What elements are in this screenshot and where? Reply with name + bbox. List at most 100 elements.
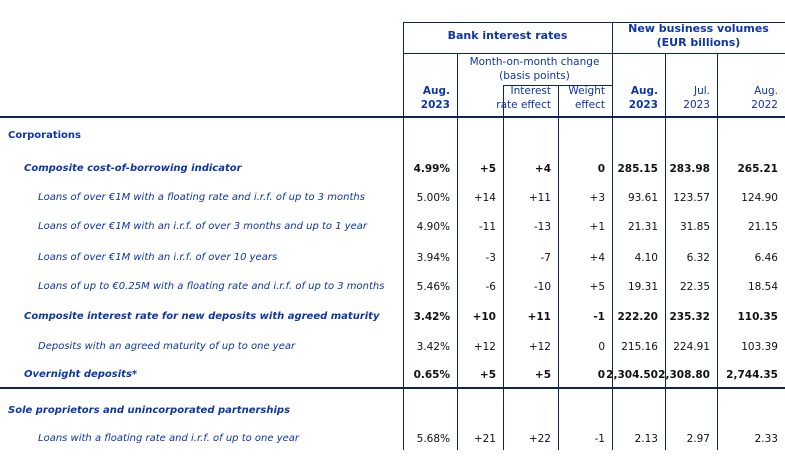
table-border-heavy-under-column-headers — [0, 116, 785, 118]
cell-value: 93.61 — [627, 192, 658, 204]
table-row: Loans of over €1M with an i.r.f. of over… — [0, 251, 785, 265]
column-header-line1: Aug. — [630, 85, 658, 97]
cell-value: 103.39 — [741, 341, 778, 353]
bank-interest-rates-header: Bank interest rates — [447, 29, 568, 42]
cell-value: 31.85 — [679, 221, 710, 233]
table-border-under-group-headers — [403, 53, 785, 54]
table-border-v7 — [717, 53, 718, 450]
cell-value: +3 — [589, 192, 605, 204]
cell-value: +4 — [534, 163, 551, 175]
cell-value: +5 — [534, 369, 551, 381]
cell-value: +10 — [472, 311, 496, 323]
row-label: Loans of up to €0.25M with a floating ra… — [38, 281, 385, 292]
new-business-volumes-header: New business volumes (EUR billions) — [612, 22, 785, 50]
cell-value: -11 — [478, 221, 496, 233]
cell-value: +4 — [589, 252, 605, 264]
cell-value: 4.10 — [634, 252, 658, 264]
cell-value: +5 — [479, 163, 496, 175]
table-row: Corporations — [0, 129, 785, 143]
column-header-rates-aug-2023: Aug. 2023 — [370, 84, 450, 112]
cell-value: -6 — [485, 281, 496, 293]
cell-value: -7 — [540, 252, 551, 264]
table-border-heavy-section-divider — [0, 387, 785, 389]
column-header-volumes-aug-2022: Aug. 2022 — [698, 84, 778, 112]
cell-value: -1 — [593, 311, 605, 323]
cell-value: 110.35 — [737, 311, 778, 323]
table-border-under-mom-header — [503, 85, 612, 86]
cell-value: +11 — [527, 311, 551, 323]
cell-value: 21.15 — [747, 221, 778, 233]
table-row: Composite cost-of-borrowing indicator 4.… — [0, 162, 785, 176]
cell-value: -1 — [594, 433, 605, 445]
cell-value: +1 — [589, 221, 605, 233]
column-header-line1: Aug. — [754, 85, 778, 97]
cell-value: +5 — [479, 369, 496, 381]
cell-value: 2,744.35 — [726, 369, 778, 381]
cell-value: 6.32 — [686, 252, 710, 264]
table-border-v2 — [457, 53, 458, 450]
cell-value: 265.21 — [737, 163, 778, 175]
cell-value: -10 — [533, 281, 551, 293]
cell-value: 18.54 — [747, 281, 778, 293]
cell-value: 215.16 — [621, 341, 658, 353]
row-label: Deposits with an agreed maturity of up t… — [38, 341, 296, 352]
cell-value: 3.42% — [416, 341, 450, 353]
column-header-line2: 2023 — [628, 99, 658, 111]
row-label: Loans of over €1M with a floating rate a… — [38, 192, 365, 203]
cell-value: 222.20 — [617, 311, 658, 323]
table-row: Loans with a floating rate and i.r.f. of… — [0, 432, 785, 446]
cell-value: 5.46% — [416, 281, 450, 293]
cell-value: 4.99% — [413, 163, 450, 175]
table-row: Overnight deposits* 0.65% +5 +5 0 2,304.50 2,… — [0, 368, 785, 382]
column-header-volumes-aug-2023: Aug. 2023 — [578, 84, 658, 112]
column-header-interest-rate-effect: Interest rate effect — [471, 84, 551, 112]
row-label: Loans of over €1M with an i.r.f. of over… — [38, 252, 278, 263]
column-header-weight-effect: Weight effect — [525, 84, 605, 112]
cell-value: 0 — [598, 341, 605, 353]
column-header-line2: effect — [574, 99, 605, 111]
cell-value: 3.42% — [413, 311, 450, 323]
table-row: Loans of over €1M with an i.r.f. of over… — [0, 220, 785, 234]
row-label: Loans with a floating rate and i.r.f. of… — [38, 433, 300, 444]
table-border-v3 — [503, 85, 504, 450]
cell-value: 123.57 — [673, 192, 710, 204]
table-border-v4 — [558, 85, 559, 450]
cell-value: +14 — [473, 192, 496, 204]
cell-value: 21.31 — [627, 221, 658, 233]
table-row: Composite interest rate for new deposits… — [0, 310, 785, 324]
month-on-month-change-header: Month-on-month change (basis points) — [457, 55, 612, 83]
column-header-line1: Weight — [568, 85, 605, 97]
cell-value: 0 — [597, 163, 605, 175]
cell-value: 5.68% — [416, 433, 450, 445]
table-border-v5-section-separator — [612, 22, 613, 450]
table-row: Deposits with an agreed maturity of up t… — [0, 340, 785, 354]
cell-value: 2.33 — [754, 433, 778, 445]
column-header-line1: Aug. — [422, 85, 450, 97]
row-label: Overnight deposits* — [24, 369, 138, 380]
column-header-line2: 2022 — [751, 99, 778, 111]
new-business-volumes-line1: New business volumes — [628, 22, 769, 35]
row-label: Corporations — [8, 130, 81, 141]
cell-value: -3 — [485, 252, 496, 264]
column-header-line1: Interest — [510, 85, 551, 97]
cell-value: 4.90% — [416, 221, 450, 233]
cell-value: 0 — [597, 369, 605, 381]
table-border-v6 — [665, 53, 666, 450]
cell-value: +21 — [473, 433, 496, 445]
column-header-line2: rate effect — [496, 99, 551, 111]
cell-value: 124.90 — [741, 192, 778, 204]
column-header-line2: 2023 — [420, 99, 450, 111]
row-label: Loans of over €1M with an i.r.f. of over… — [38, 221, 368, 232]
cell-value: 19.31 — [627, 281, 658, 293]
cell-value: +12 — [473, 341, 496, 353]
cell-value: 2.97 — [686, 433, 710, 445]
table-row: Sole proprietors and unincorporated part… — [0, 404, 785, 418]
cell-value: 2.13 — [634, 433, 658, 445]
table-row: Loans of over €1M with a floating rate a… — [0, 191, 785, 205]
cell-value: +12 — [528, 341, 551, 353]
column-header-line2: 2023 — [683, 99, 710, 111]
new-business-volumes-line2: (EUR billions) — [656, 36, 741, 49]
cell-value: 235.32 — [669, 311, 710, 323]
table-row: Loans of up to €0.25M with a floating ra… — [0, 280, 785, 294]
table-border-v1 — [403, 22, 404, 450]
